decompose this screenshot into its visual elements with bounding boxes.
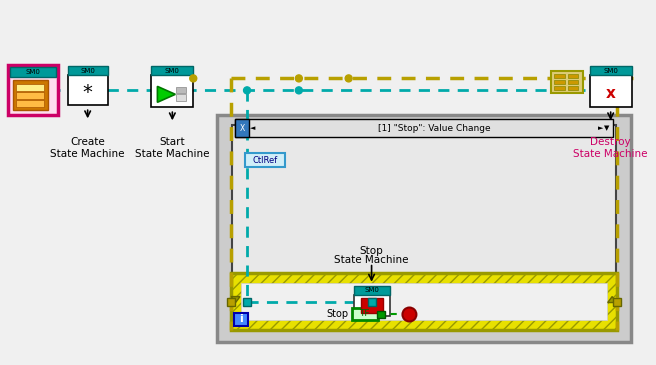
Text: *: * [83, 83, 92, 102]
Circle shape [243, 87, 251, 94]
Bar [152, 76, 194, 107]
Bar [241, 283, 607, 320]
Bar [10, 68, 56, 77]
Circle shape [295, 87, 302, 94]
Bar [367, 297, 376, 306]
Circle shape [345, 75, 352, 82]
Circle shape [295, 75, 302, 82]
Bar [176, 94, 186, 101]
Bar [590, 66, 632, 76]
Bar [227, 297, 235, 306]
Text: x: x [605, 86, 615, 101]
Bar [13, 80, 48, 110]
Bar [231, 273, 617, 330]
Bar [568, 87, 578, 91]
Polygon shape [231, 297, 240, 303]
Text: X: X [239, 124, 245, 133]
Circle shape [403, 308, 417, 322]
Text: SM0: SM0 [364, 287, 379, 293]
Text: SM0: SM0 [80, 68, 95, 74]
Polygon shape [607, 297, 617, 303]
Bar [231, 273, 617, 330]
Bar [590, 76, 632, 107]
Text: CtlRef: CtlRef [253, 155, 277, 165]
Bar [234, 312, 248, 326]
Text: Start
State Machine: Start State Machine [135, 137, 209, 159]
Polygon shape [157, 87, 175, 102]
Text: Stop: Stop [327, 310, 349, 319]
Bar [235, 119, 613, 137]
Circle shape [190, 75, 197, 82]
Bar [354, 295, 390, 316]
Bar [232, 125, 615, 330]
Bar [245, 153, 285, 167]
Bar [217, 115, 630, 342]
Bar [16, 100, 44, 107]
Bar [554, 87, 565, 91]
Text: ◄: ◄ [251, 125, 256, 131]
Bar [8, 65, 58, 115]
Text: TF: TF [359, 310, 370, 319]
Bar [568, 74, 578, 78]
Bar [613, 297, 621, 306]
Bar [354, 285, 390, 295]
Bar [551, 72, 583, 93]
Bar [235, 119, 249, 137]
Bar [243, 297, 251, 306]
Text: [1] "Stop": Value Change: [1] "Stop": Value Change [377, 124, 490, 133]
Bar [352, 308, 378, 320]
Bar [68, 66, 108, 76]
Bar [554, 80, 565, 84]
Text: ►: ► [598, 125, 604, 131]
Bar [554, 74, 565, 78]
Bar [361, 297, 382, 314]
Text: Create
State Machine: Create State Machine [51, 137, 125, 159]
Bar [68, 76, 108, 105]
Text: Stop: Stop [359, 246, 384, 256]
Text: SM0: SM0 [604, 68, 618, 74]
Text: SM0: SM0 [165, 68, 180, 74]
Text: Destroy
State Machine: Destroy State Machine [573, 137, 648, 159]
Text: ▼: ▼ [604, 125, 609, 131]
Bar [152, 66, 194, 76]
Bar [16, 84, 44, 91]
Text: SM0: SM0 [26, 69, 40, 76]
Bar [568, 80, 578, 84]
Text: State Machine: State Machine [335, 255, 409, 265]
Bar [377, 311, 384, 319]
Bar [16, 92, 44, 99]
Bar [176, 87, 186, 93]
Text: i: i [239, 315, 243, 324]
